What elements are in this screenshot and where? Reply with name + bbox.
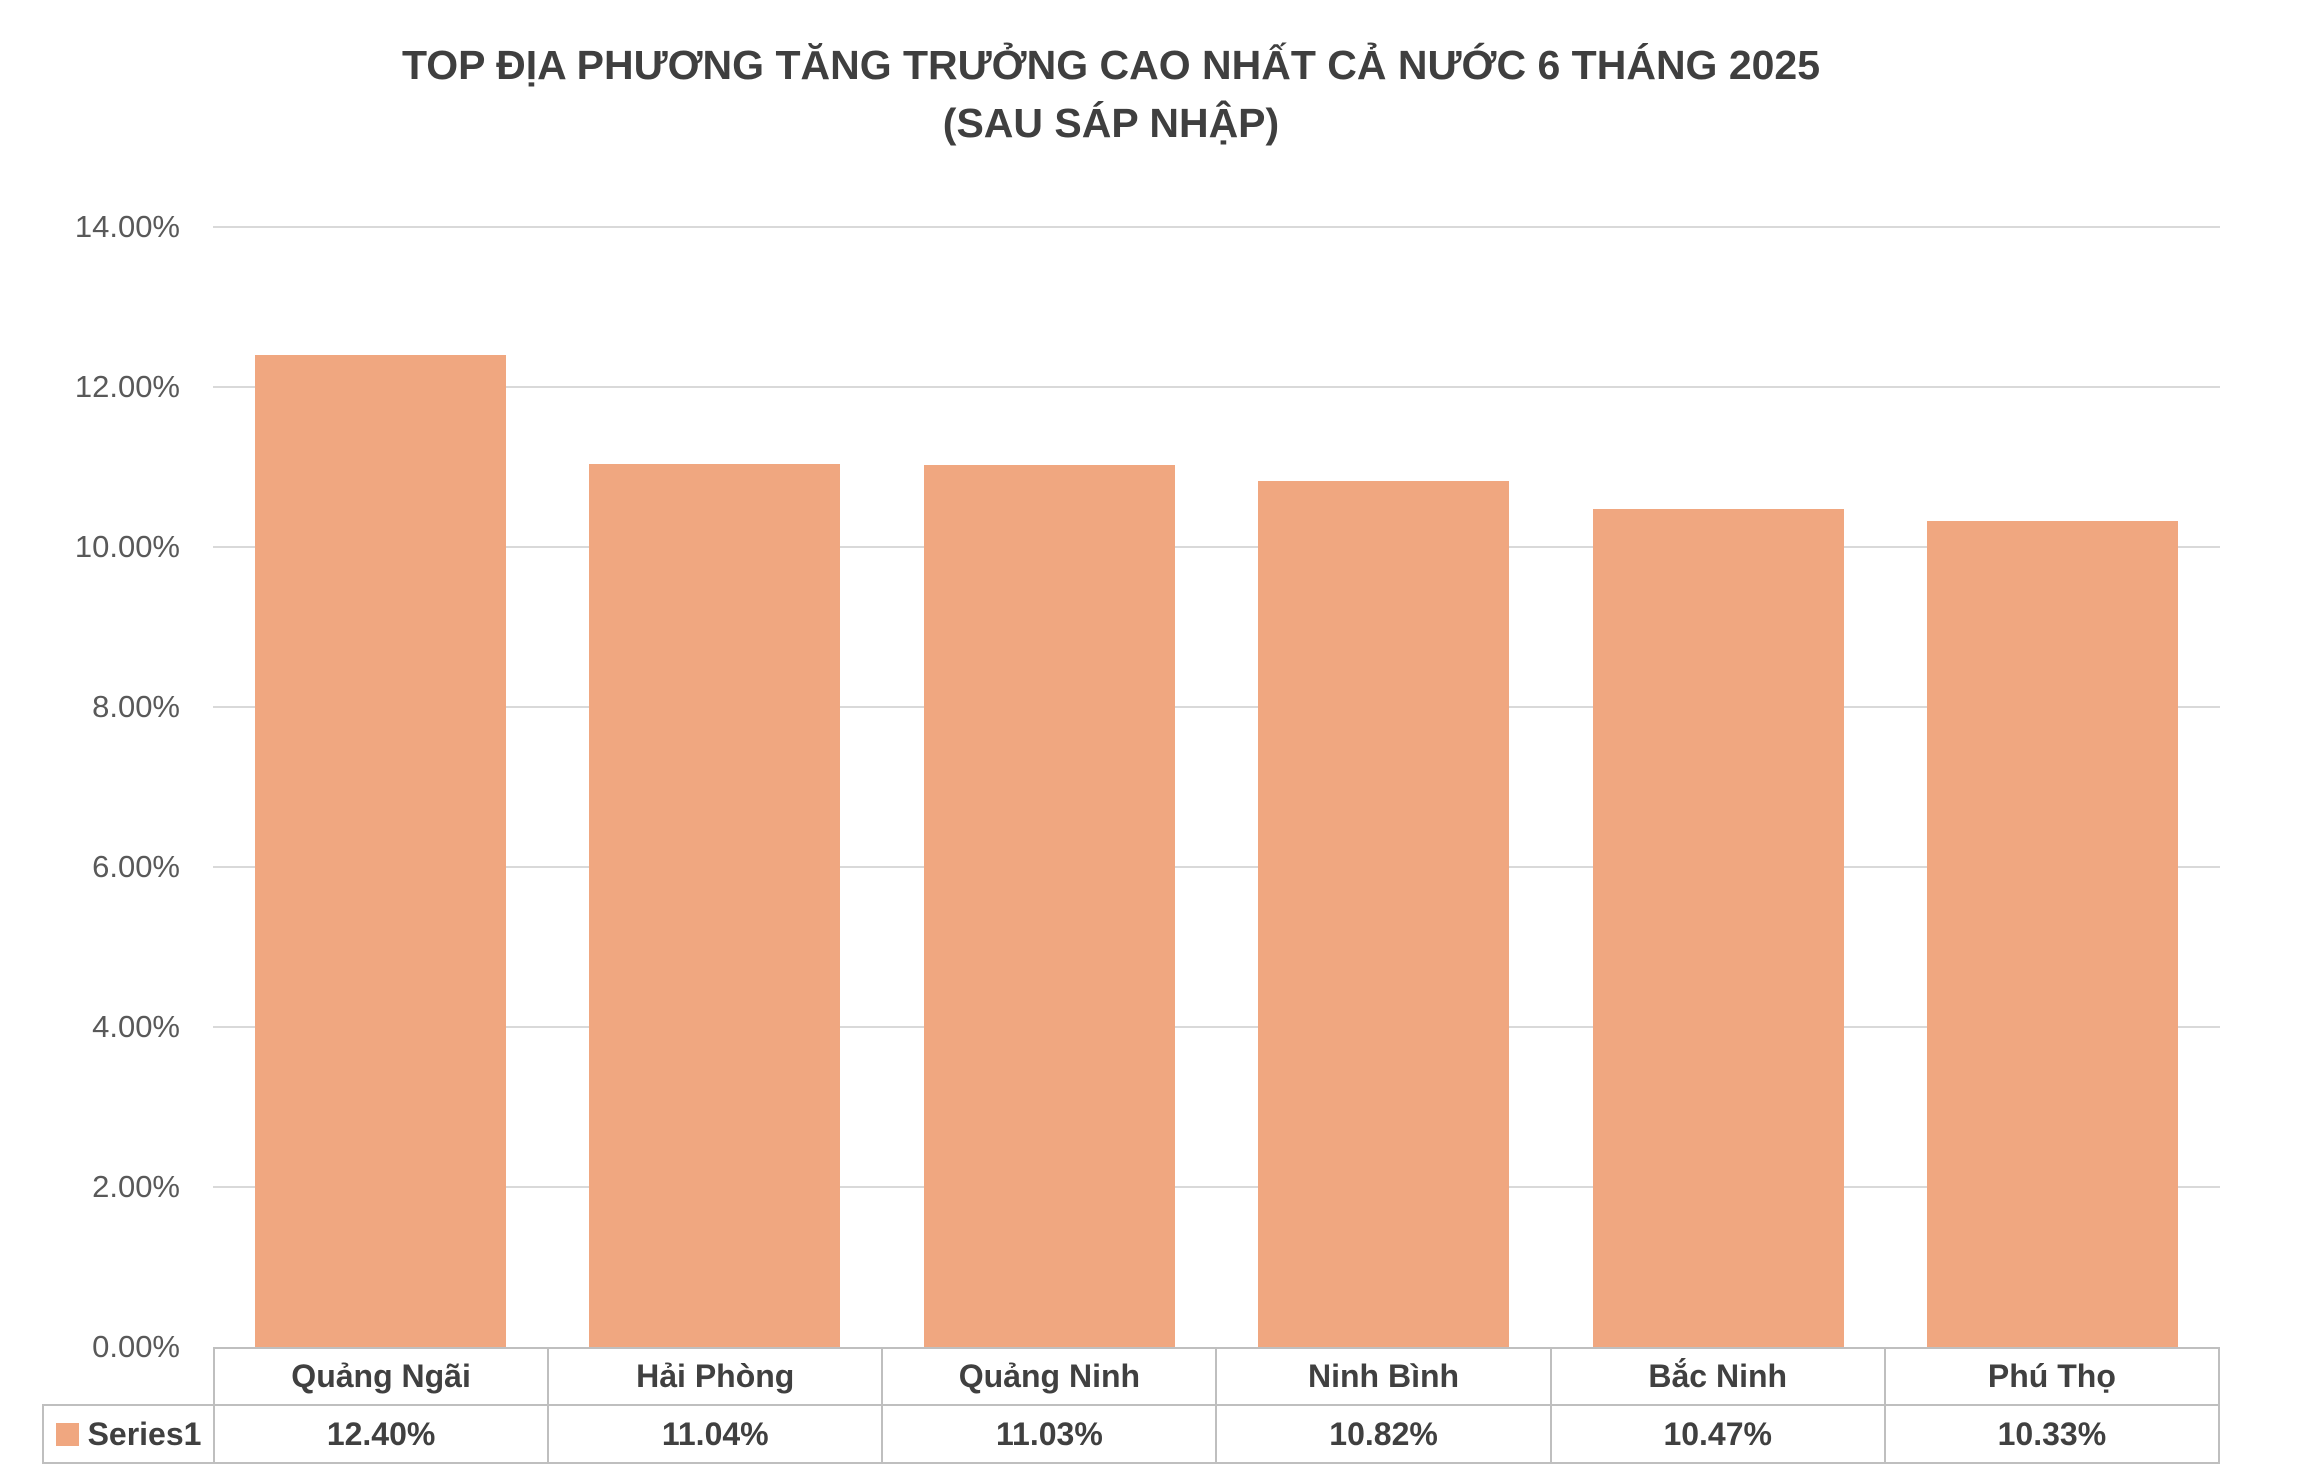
gridline	[213, 865, 2220, 868]
chart-bar-1	[589, 463, 841, 1347]
chart-title: TOP ĐỊA PHƯƠNG TĂNG TRƯỞNG CAO NHẤT CẢ N…	[0, 36, 2222, 152]
chart-bar-5	[1927, 520, 2179, 1347]
gridline	[213, 385, 2220, 388]
bar-column	[1551, 227, 1886, 1347]
table-corner-cell	[43, 1348, 214, 1405]
bar-column	[548, 227, 883, 1347]
value-cell: 10.82%	[1215, 1404, 1552, 1464]
category-header-cell: Quảng Ninh	[881, 1347, 1218, 1406]
bar-column	[882, 227, 1217, 1347]
y-axis-tick-label: 8.00%	[92, 689, 180, 724]
bar-column	[213, 227, 548, 1347]
category-header-cell: Phú Thọ	[1883, 1347, 2221, 1406]
y-axis-tick-label: 14.00%	[74, 209, 180, 244]
y-axis-tick-label: 6.00%	[92, 849, 180, 884]
value-cell: 11.03%	[881, 1404, 1218, 1464]
chart-bar-3	[1258, 481, 1510, 1347]
chart-title-line1: TOP ĐỊA PHƯƠNG TĂNG TRƯỞNG CAO NHẤT CẢ N…	[401, 42, 1821, 88]
value-cell: 11.04%	[547, 1404, 884, 1464]
legend-cell: Series1	[42, 1404, 215, 1464]
value-cell: 10.47%	[1549, 1404, 1886, 1464]
gridline	[213, 1026, 2220, 1028]
y-axis-tick-label: 0.00%	[92, 1329, 180, 1364]
plot-area	[213, 226, 2220, 1347]
bar-column	[1217, 227, 1552, 1347]
value-row: Series1 12.40% 11.04% 11.03% 10.82% 10.47% 10…	[42, 1404, 2221, 1464]
y-axis-tick-label: 4.00%	[92, 1009, 180, 1044]
chart-bar-2	[923, 464, 1175, 1347]
series-color-swatch-icon	[55, 1422, 79, 1446]
bars-row	[213, 227, 2220, 1347]
category-header-cell: Ninh Bình	[1215, 1347, 1552, 1406]
category-header-row: Quảng Ngãi Hải Phòng Quảng Ninh Ninh Bình Bắ…	[43, 1347, 2221, 1406]
y-axis-tick-label: 10.00%	[74, 529, 180, 564]
chart-bar-4	[1592, 509, 1844, 1347]
chart-bar-0	[254, 355, 506, 1347]
series-name-label: Series1	[87, 1415, 202, 1452]
gridline	[213, 226, 2220, 228]
gridline	[213, 545, 2220, 548]
data-table: Quảng Ngãi Hải Phòng Quảng Ninh Ninh Bình Bắ…	[42, 1347, 2221, 1464]
category-header-cell: Bắc Ninh	[1549, 1347, 1886, 1406]
category-header-cell: Quảng Ngãi	[212, 1347, 550, 1406]
category-header-cell: Hải Phòng	[547, 1347, 884, 1406]
value-cell: 12.40%	[212, 1404, 550, 1464]
bar-column	[1886, 227, 2221, 1347]
gridline	[213, 1186, 2220, 1188]
chart-title-line2: (SAU SÁP NHẬP)	[942, 100, 1280, 147]
value-cell: 10.33%	[1883, 1404, 2221, 1464]
y-axis-tick-label: 2.00%	[92, 1169, 180, 1204]
gridline	[213, 706, 2220, 708]
y-axis-tick-label: 12.00%	[74, 369, 180, 404]
